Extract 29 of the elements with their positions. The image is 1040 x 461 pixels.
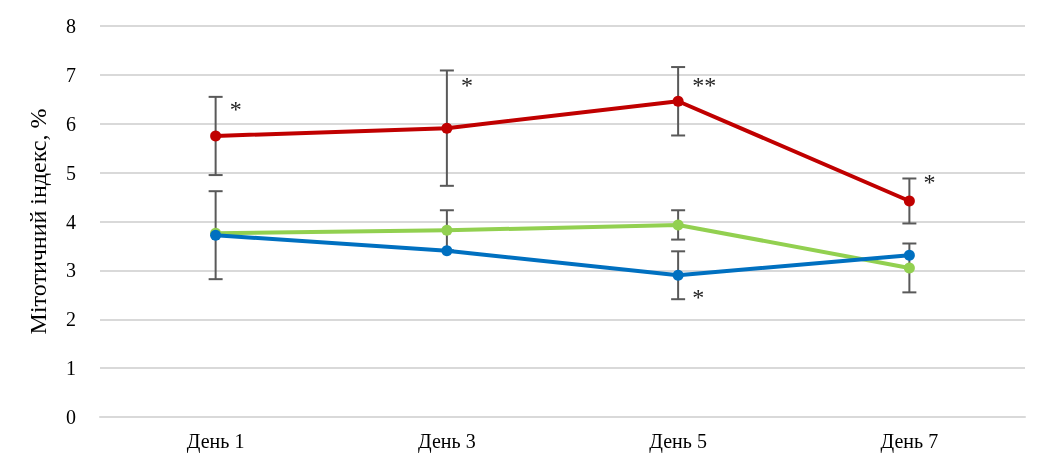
y-tick-label: 4 xyxy=(66,210,76,233)
point xyxy=(441,245,453,257)
y-tick-label: 3 xyxy=(66,259,76,282)
x-tick-label: День 5 xyxy=(649,430,707,453)
point xyxy=(441,122,453,134)
y-tick-label: 0 xyxy=(66,406,76,428)
annotation: * xyxy=(923,169,936,196)
annotation: * xyxy=(460,71,473,98)
y-tick-label: 1 xyxy=(66,357,76,380)
x-tick-label: День 7 xyxy=(880,430,939,453)
y-tick-label: 5 xyxy=(66,161,76,184)
y-tick-label: 8 xyxy=(66,15,76,37)
point xyxy=(672,219,684,231)
annotation: * xyxy=(692,284,705,311)
y-tick-label: 2 xyxy=(66,308,76,331)
point xyxy=(672,95,684,107)
annotation: ** xyxy=(692,71,717,98)
y-tick-label: 7 xyxy=(66,63,76,86)
annotation: * xyxy=(229,96,242,123)
y-axis-title: Мітотичний індекс, % xyxy=(25,108,51,335)
point xyxy=(441,224,453,236)
x-tick-label: День 1 xyxy=(186,430,245,453)
x-tick-label: День 3 xyxy=(418,430,476,453)
y-tick-label: 6 xyxy=(66,112,76,135)
point xyxy=(210,130,222,142)
point xyxy=(903,249,915,261)
point xyxy=(672,269,684,281)
point xyxy=(903,195,915,207)
point xyxy=(903,262,915,274)
